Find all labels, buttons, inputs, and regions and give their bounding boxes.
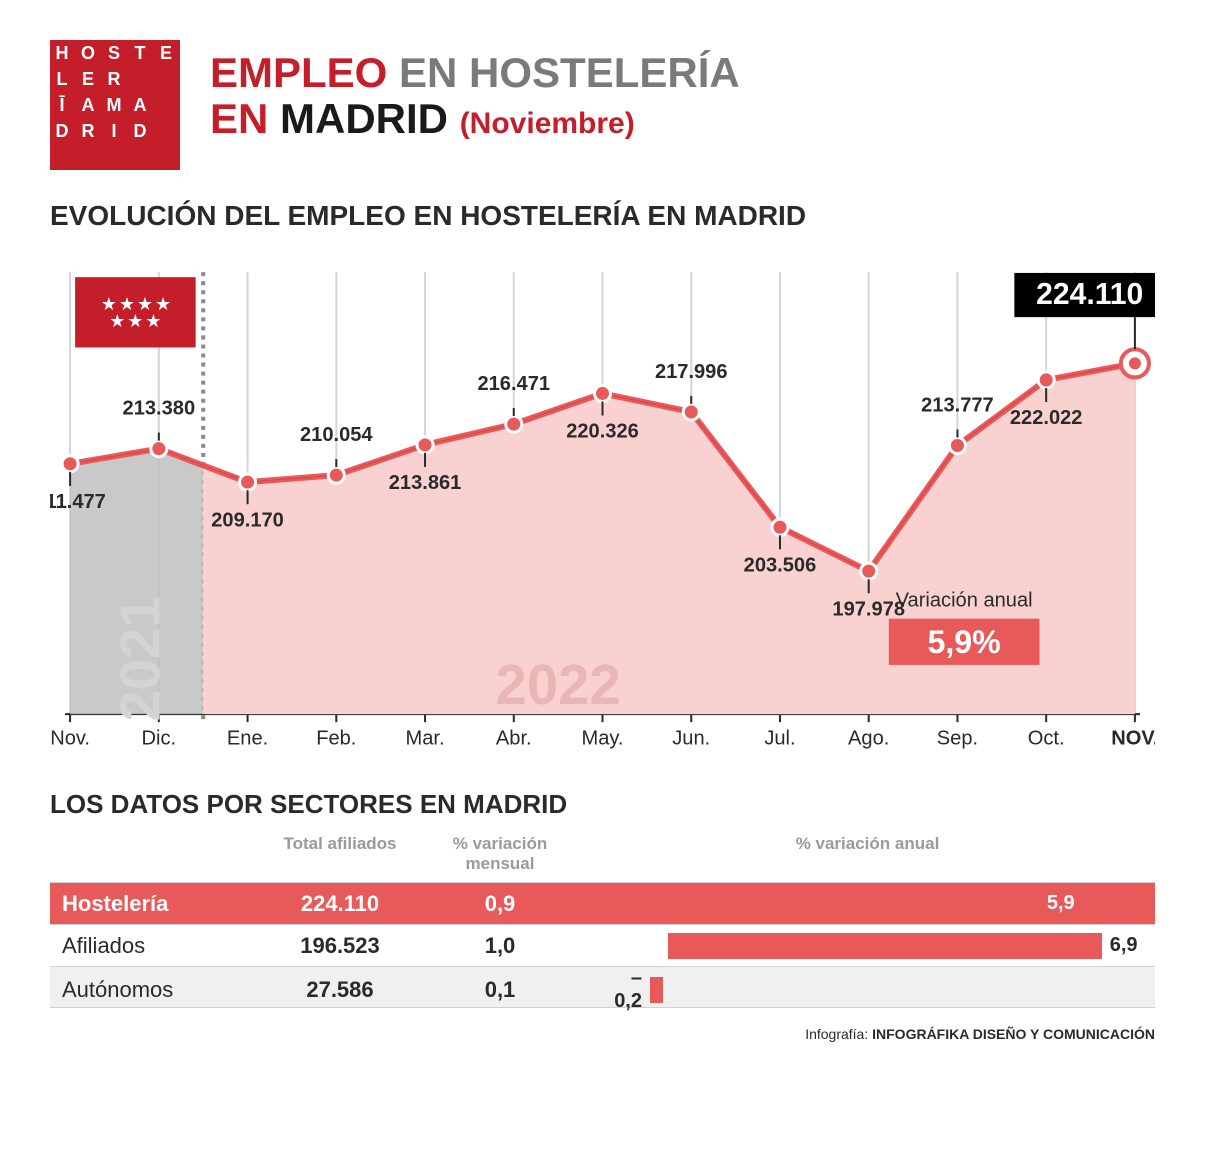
svg-text:222.022: 222.022 — [1010, 407, 1083, 429]
row-total: 224.110 — [260, 891, 420, 917]
svg-text:213.777: 213.777 — [921, 394, 994, 416]
svg-text:NOV.: NOV. — [1111, 727, 1155, 749]
svg-text:Ene.: Ene. — [227, 727, 268, 749]
row-monthly: 1,0 — [420, 933, 580, 959]
svg-text:220.326: 220.326 — [566, 421, 639, 443]
title-word-3: EN — [210, 95, 268, 142]
row-total: 27.586 — [260, 977, 420, 1003]
svg-text:209.170: 209.170 — [211, 509, 284, 531]
chart-svg: 2021 2022 211.477 213.380 209.170 210.054 213.… — [50, 242, 1155, 764]
credit-name: INFOGRÁFIKA DISEÑO Y COMUNICACIÓN — [872, 1026, 1155, 1042]
svg-text:Ago.: Ago. — [848, 727, 889, 749]
svg-text:216.471: 216.471 — [477, 373, 550, 395]
credit-prefix: Infografía: — [805, 1026, 872, 1042]
row-name: Autónomos — [50, 977, 260, 1003]
col-total: Total afiliados — [260, 834, 420, 874]
svg-text:213.861: 213.861 — [389, 472, 462, 494]
svg-text:210.054: 210.054 — [300, 424, 373, 446]
sectors-title: LOS DATOS POR SECTORES EN MADRID — [50, 789, 1155, 820]
sectors-table: Total afiliados % variación mensual % va… — [50, 830, 1155, 1008]
table-row: Afiliados196.5231,06,9 — [50, 924, 1155, 966]
svg-text:2021: 2021 — [109, 596, 172, 721]
credit-line: Infografía: INFOGRÁFIKA DISEÑO Y COMUNIC… — [50, 1026, 1155, 1042]
svg-text:★: ★ — [109, 311, 125, 331]
svg-text:Jun.: Jun. — [672, 727, 710, 749]
table-row: Autónomos27.5860,1– 0,2 — [50, 966, 1155, 1008]
row-annual-bar: – 0,2 — [580, 967, 1155, 1013]
header: HOSTELERĪAMADRID EMPLEO EN HOSTELERÍA EN… — [50, 40, 1155, 170]
svg-text:Nov.: Nov. — [50, 727, 90, 749]
svg-text:217.996: 217.996 — [655, 361, 728, 383]
svg-text:★: ★ — [127, 311, 143, 331]
svg-text:Abr.: Abr. — [496, 727, 532, 749]
svg-text:Sep.: Sep. — [937, 727, 978, 749]
svg-text:Jul.: Jul. — [764, 727, 795, 749]
row-name: Hostelería — [50, 891, 260, 917]
row-monthly: 0,1 — [420, 977, 580, 1003]
svg-text:5,9%: 5,9% — [928, 624, 1001, 660]
col-annual: % variación anual — [580, 834, 1155, 874]
row-annual-bar: 6,9 — [580, 925, 1155, 966]
svg-text:Oct.: Oct. — [1028, 727, 1065, 749]
svg-text:211.477: 211.477 — [50, 491, 106, 513]
svg-text:Feb.: Feb. — [316, 727, 356, 749]
evolution-chart: 2021 2022 211.477 213.380 209.170 210.054 213.… — [50, 242, 1155, 764]
title-word-2: EN HOSTELERÍA — [399, 49, 740, 96]
chart-subtitle: EVOLUCIÓN DEL EMPLEO EN HOSTELERÍA EN MA… — [50, 200, 1155, 232]
svg-text:May.: May. — [581, 727, 623, 749]
title-word-4: MADRID — [280, 95, 448, 142]
table-row: Hostelería224.1100,95,9 — [50, 882, 1155, 924]
row-monthly: 0,9 — [420, 891, 580, 917]
svg-text:224.110: 224.110 — [1036, 278, 1143, 311]
svg-text:★: ★ — [145, 311, 161, 331]
svg-text:2022: 2022 — [496, 653, 621, 716]
brand-logo: HOSTELERĪAMADRID — [50, 40, 180, 170]
row-total: 196.523 — [260, 933, 420, 959]
title-word-1: EMPLEO — [210, 49, 387, 96]
svg-text:Dic.: Dic. — [142, 727, 177, 749]
svg-text:197.978: 197.978 — [832, 598, 905, 620]
svg-text:213.380: 213.380 — [123, 398, 196, 420]
svg-text:Variación anual: Variación anual — [896, 590, 1033, 612]
col-monthly: % variación mensual — [420, 834, 580, 874]
svg-text:203.506: 203.506 — [744, 554, 817, 576]
row-annual-bar: 5,9 — [580, 883, 1155, 924]
title-block: EMPLEO EN HOSTELERÍA EN MADRID (Noviembr… — [210, 40, 1155, 142]
svg-text:Mar.: Mar. — [406, 727, 445, 749]
title-month: (Noviembre) — [460, 107, 635, 140]
row-name: Afiliados — [50, 933, 260, 959]
table-header: Total afiliados % variación mensual % va… — [50, 830, 1155, 882]
